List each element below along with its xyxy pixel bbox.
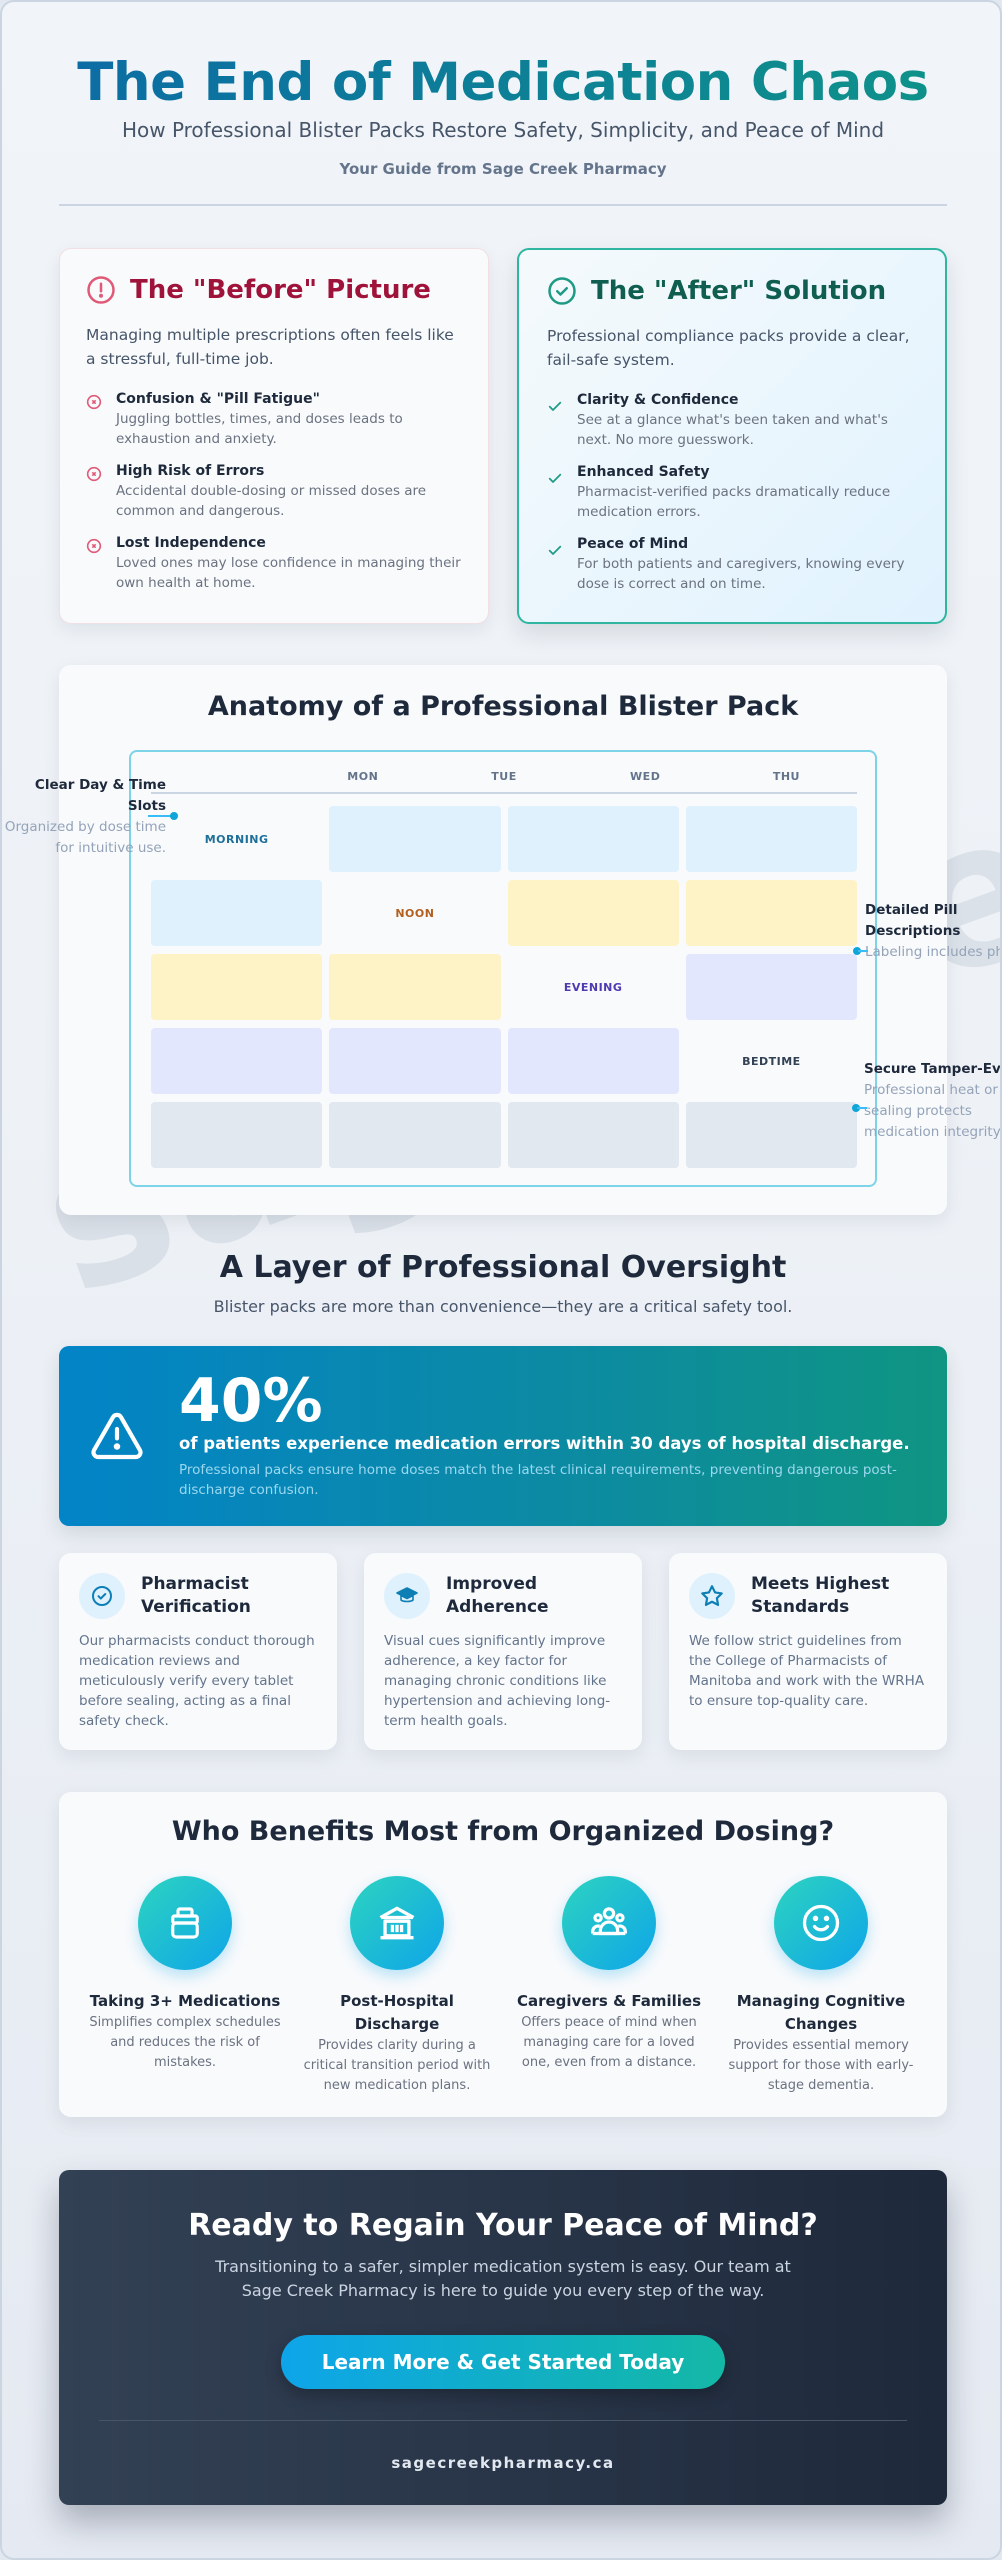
stat-lead: of patients experience medication errors… — [179, 1434, 910, 1453]
x-circle-icon — [86, 466, 102, 482]
blister-grid: MORNING NOON EVENING BEDTIME — [151, 806, 857, 1168]
before-card: The "Before" Picture Managing multiple p… — [59, 248, 489, 624]
blister-cell — [151, 880, 323, 946]
blister-cell — [685, 880, 857, 946]
benefits-title: Who Benefits Most from Organized Dosing? — [171, 1816, 835, 1847]
after-intro: Professional compliance packs provide a … — [547, 327, 910, 369]
stat-banner: 40% of patients experience medication er… — [59, 1346, 947, 1526]
blister-cell — [507, 1102, 679, 1168]
callout-connector — [148, 815, 172, 817]
slot-label-bedtime: BEDTIME — [742, 1054, 801, 1068]
benefit-item: Taking 3+ Medications Simplifies complex… — [79, 1876, 291, 2096]
day-header-row: MON TUE WED THU — [151, 770, 857, 794]
after-title: The "After" Solution — [591, 276, 887, 306]
before-intro: Managing multiple prescriptions often fe… — [86, 326, 454, 368]
callout-tamper-seal: Secure Tamper-Evident Seal Professional … — [864, 1061, 1002, 1140]
check-circle-icon — [92, 1586, 112, 1606]
callout-connector — [858, 950, 868, 952]
cta-text: Transitioning to a safer, simpler medica… — [215, 2257, 791, 2300]
callout-pill-descriptions: Detailed Pill Descriptions Labeling incl… — [865, 902, 1000, 960]
oversight-title: A Layer of Professional Oversight — [219, 1250, 787, 1285]
cta-divider — [99, 2420, 907, 2421]
slot-label-noon: NOON — [395, 906, 435, 920]
callout-dot — [170, 812, 178, 820]
blister-cell — [151, 1028, 323, 1094]
before-item: High Risk of Errors Accidental double-dos… — [86, 463, 462, 521]
before-item: Confusion & "Pill Fatigue" Juggling bottl… — [86, 391, 462, 449]
check-circle-icon — [548, 277, 576, 305]
callout-dot — [853, 947, 861, 955]
callout-day-time: Clear Day & Time Slots Organized by dose… — [4, 777, 166, 856]
get-started-button[interactable]: Learn More & Get Started Today — [281, 2335, 725, 2389]
pill-bottle-icon — [171, 1907, 199, 1939]
benefit-item: Managing Cognitive Changes Provides esse… — [715, 1876, 927, 2096]
callout-connector — [857, 1107, 867, 1109]
benefit-item: Caregivers & Families Offers peace of mi… — [503, 1876, 715, 2096]
x-circle-icon — [86, 394, 102, 410]
before-title: The "Before" Picture — [130, 275, 431, 305]
blister-cell — [507, 806, 679, 872]
blister-cell — [329, 806, 501, 872]
blister-cell — [151, 1102, 323, 1168]
star-icon — [701, 1585, 723, 1606]
after-item: Peace of Mind For both patients and careg… — [547, 536, 919, 594]
guide-label: Your Guide from Sage Creek Pharmacy — [339, 160, 667, 178]
stat-value: 40% — [179, 1366, 323, 1436]
feature-card-verification: Pharmacist Verification Our pharmacists … — [59, 1553, 337, 1750]
day-label: MON — [347, 770, 379, 783]
blister-cell — [507, 1028, 679, 1094]
smile-icon — [802, 1904, 840, 1942]
hospital-icon — [379, 1906, 415, 1940]
after-item: Clarity & Confidence See at a glance what… — [547, 392, 919, 450]
callout-dot — [852, 1104, 860, 1112]
day-label: WED — [630, 770, 661, 783]
blister-pack-diagram: MON TUE WED THU MORNING NOON EVENING BED… — [129, 750, 877, 1187]
cta-section: Ready to Regain Your Peace of Mind? Tran… — [59, 2170, 947, 2505]
slot-label-morning: MORNING — [204, 832, 269, 846]
anatomy-title: Anatomy of a Professional Blister Pack — [207, 691, 799, 722]
website-link[interactable]: sagecreekpharmacy.ca — [391, 2454, 615, 2472]
cta-title: Ready to Regain Your Peace of Mind? — [188, 2208, 818, 2243]
benefit-item: Post-Hospital Discharge Provides clarity… — [291, 1876, 503, 2096]
day-label: TUE — [491, 770, 517, 783]
warning-triangle-icon — [91, 1412, 143, 1460]
checkmark-icon — [548, 473, 562, 483]
graduation-cap-icon — [396, 1587, 418, 1603]
oversight-subtitle: Blister packs are more than convenience—… — [213, 1297, 793, 1316]
day-label — [151, 770, 292, 792]
header-divider — [59, 204, 947, 206]
page-title: The End of Medication Chaos — [2, 50, 1000, 116]
benefits-card: Who Benefits Most from Organized Dosing?… — [59, 1792, 947, 2117]
blister-cell — [507, 880, 679, 946]
x-circle-icon — [86, 538, 102, 554]
checkmark-icon — [548, 401, 562, 411]
after-item: Enhanced Safety Pharmacist-verified packs… — [547, 464, 919, 522]
feature-card-adherence: Improved Adherence Visual cues significa… — [364, 1553, 642, 1750]
alert-circle-icon — [87, 276, 115, 304]
blister-cell — [151, 954, 323, 1020]
feature-card-standards: Meets Highest Standards We follow strict… — [669, 1553, 947, 1750]
after-card: The "After" Solution Professional compli… — [517, 248, 947, 624]
blister-cell — [329, 1102, 501, 1168]
blister-cell — [329, 954, 501, 1020]
family-icon — [591, 1907, 627, 1936]
blister-cell — [329, 1028, 501, 1094]
day-label: THU — [772, 770, 800, 783]
checkmark-icon — [548, 545, 562, 555]
stat-description: Professional packs ensure home doses mat… — [179, 1462, 897, 1498]
blister-cell — [685, 1102, 857, 1168]
page-subtitle: How Professional Blister Packs Restore S… — [121, 118, 885, 142]
before-item: Lost Independence Loved ones may lose con… — [86, 535, 462, 593]
blister-cell — [685, 954, 857, 1020]
blister-cell — [685, 806, 857, 872]
page-header: The End of Medication Chaos How Professi… — [2, 50, 1000, 178]
slot-label-evening: EVENING — [563, 980, 623, 994]
